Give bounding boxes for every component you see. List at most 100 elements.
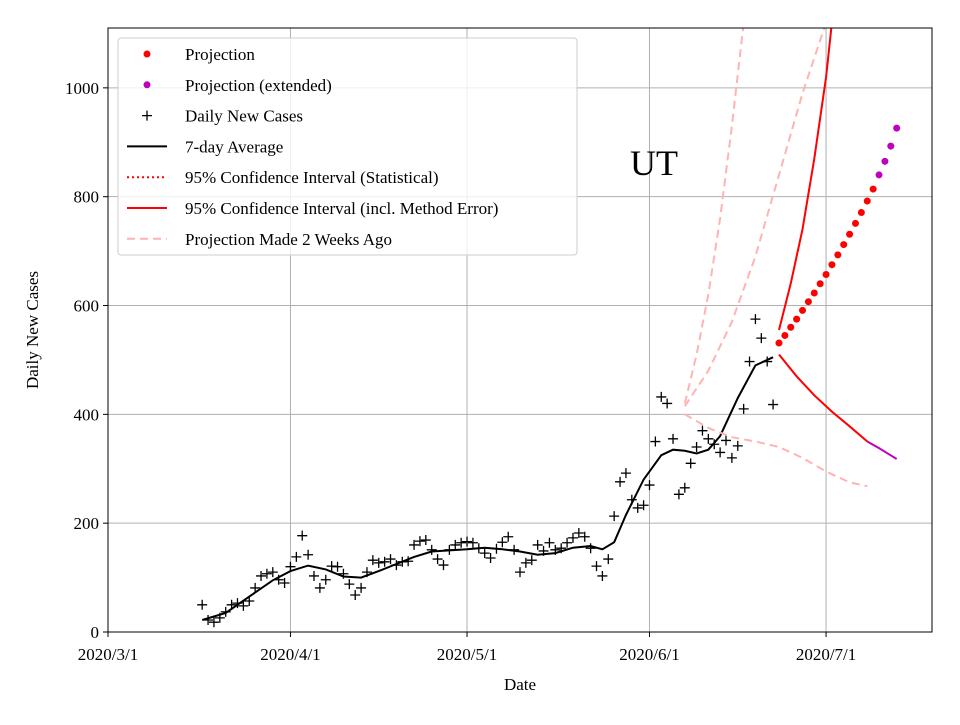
data-point	[875, 171, 883, 179]
data-point	[562, 537, 573, 548]
data-point	[303, 549, 314, 560]
data-point	[515, 567, 525, 578]
data-point	[799, 306, 807, 314]
legend-label: 7-day Average	[185, 137, 283, 156]
y-axis-label: Daily New Cases	[23, 271, 42, 389]
data-point	[787, 323, 795, 331]
data-point	[893, 124, 901, 132]
data-point	[851, 219, 859, 227]
legend-label: 95% Confidence Interval (incl. Method Er…	[185, 199, 498, 218]
data-point	[309, 570, 319, 581]
data-point	[685, 458, 696, 469]
data-point	[615, 476, 626, 487]
data-point	[526, 555, 537, 566]
data-point	[793, 315, 801, 323]
data-point	[285, 561, 296, 572]
data-point	[638, 500, 649, 511]
series-line	[778, 28, 833, 331]
x-tick-label: 2020/5/1	[437, 645, 497, 664]
data-point	[846, 230, 854, 238]
data-point	[420, 535, 431, 546]
data-point	[456, 537, 467, 548]
axes-frame	[107, 27, 933, 633]
data-point	[673, 489, 684, 500]
data-point	[532, 539, 543, 550]
data-point	[503, 531, 514, 542]
data-point	[208, 617, 219, 628]
data-point	[620, 468, 631, 479]
data-point	[744, 356, 755, 367]
data-point	[810, 289, 818, 297]
legend-box	[117, 37, 578, 256]
data-point	[479, 548, 490, 559]
data-point	[291, 551, 302, 562]
data-point	[869, 185, 877, 193]
y-tick-label: 800	[74, 188, 100, 207]
legend-label: Projection	[185, 45, 255, 64]
data-point	[385, 554, 396, 565]
data-point	[544, 537, 555, 548]
data-point	[485, 552, 496, 563]
data-point	[356, 582, 367, 593]
data-point	[726, 452, 737, 463]
data-point	[603, 554, 614, 565]
data-point	[828, 261, 836, 269]
data-point	[567, 532, 578, 543]
x-tick-label: 2020/3/1	[78, 645, 138, 664]
data-point	[432, 554, 443, 565]
data-point	[238, 600, 249, 611]
x-axis-label: Date	[504, 675, 536, 694]
data-point	[632, 502, 643, 513]
legend-marker	[143, 50, 151, 58]
data-point	[656, 391, 667, 402]
series-line	[683, 28, 826, 407]
data-point	[840, 241, 848, 249]
series-line	[201, 356, 774, 621]
data-point	[691, 441, 702, 452]
data-point	[409, 539, 420, 550]
data-point	[679, 482, 690, 493]
data-point	[373, 557, 384, 568]
data-point	[261, 568, 272, 579]
data-point	[256, 570, 267, 581]
data-point	[573, 527, 584, 538]
data-point	[332, 561, 343, 572]
data-point	[881, 157, 889, 165]
data-point	[297, 530, 308, 541]
data-point	[697, 425, 708, 436]
data-point	[775, 339, 783, 347]
data-point	[834, 251, 842, 259]
data-point	[579, 531, 590, 542]
data-point	[609, 511, 620, 522]
data-point	[887, 142, 895, 150]
series-line	[683, 28, 745, 404]
data-point	[344, 579, 355, 590]
legend-marker	[142, 110, 152, 121]
data-point	[267, 567, 278, 578]
series-line	[866, 440, 898, 460]
data-point	[668, 433, 679, 444]
legend-label: Daily New Cases	[185, 107, 303, 126]
data-point	[467, 537, 478, 548]
data-point	[732, 440, 743, 451]
data-point	[450, 539, 461, 550]
data-point	[804, 298, 812, 306]
data-point	[721, 435, 731, 446]
y-tick-label: 200	[74, 514, 100, 533]
data-point	[857, 208, 865, 216]
data-point	[816, 280, 824, 288]
data-point	[750, 314, 761, 325]
y-tick-label: 0	[91, 623, 100, 642]
y-tick-label: 600	[74, 297, 100, 316]
data-point	[520, 557, 531, 568]
legend-marker	[143, 81, 151, 89]
data-point	[703, 433, 714, 444]
data-point	[597, 570, 608, 581]
data-point	[426, 544, 437, 555]
data-point	[314, 582, 325, 593]
legend-label: 95% Confidence Interval (Statistical)	[185, 168, 439, 187]
x-tick-label: 2020/4/1	[260, 645, 320, 664]
data-point	[650, 436, 661, 447]
data-point	[715, 447, 726, 458]
